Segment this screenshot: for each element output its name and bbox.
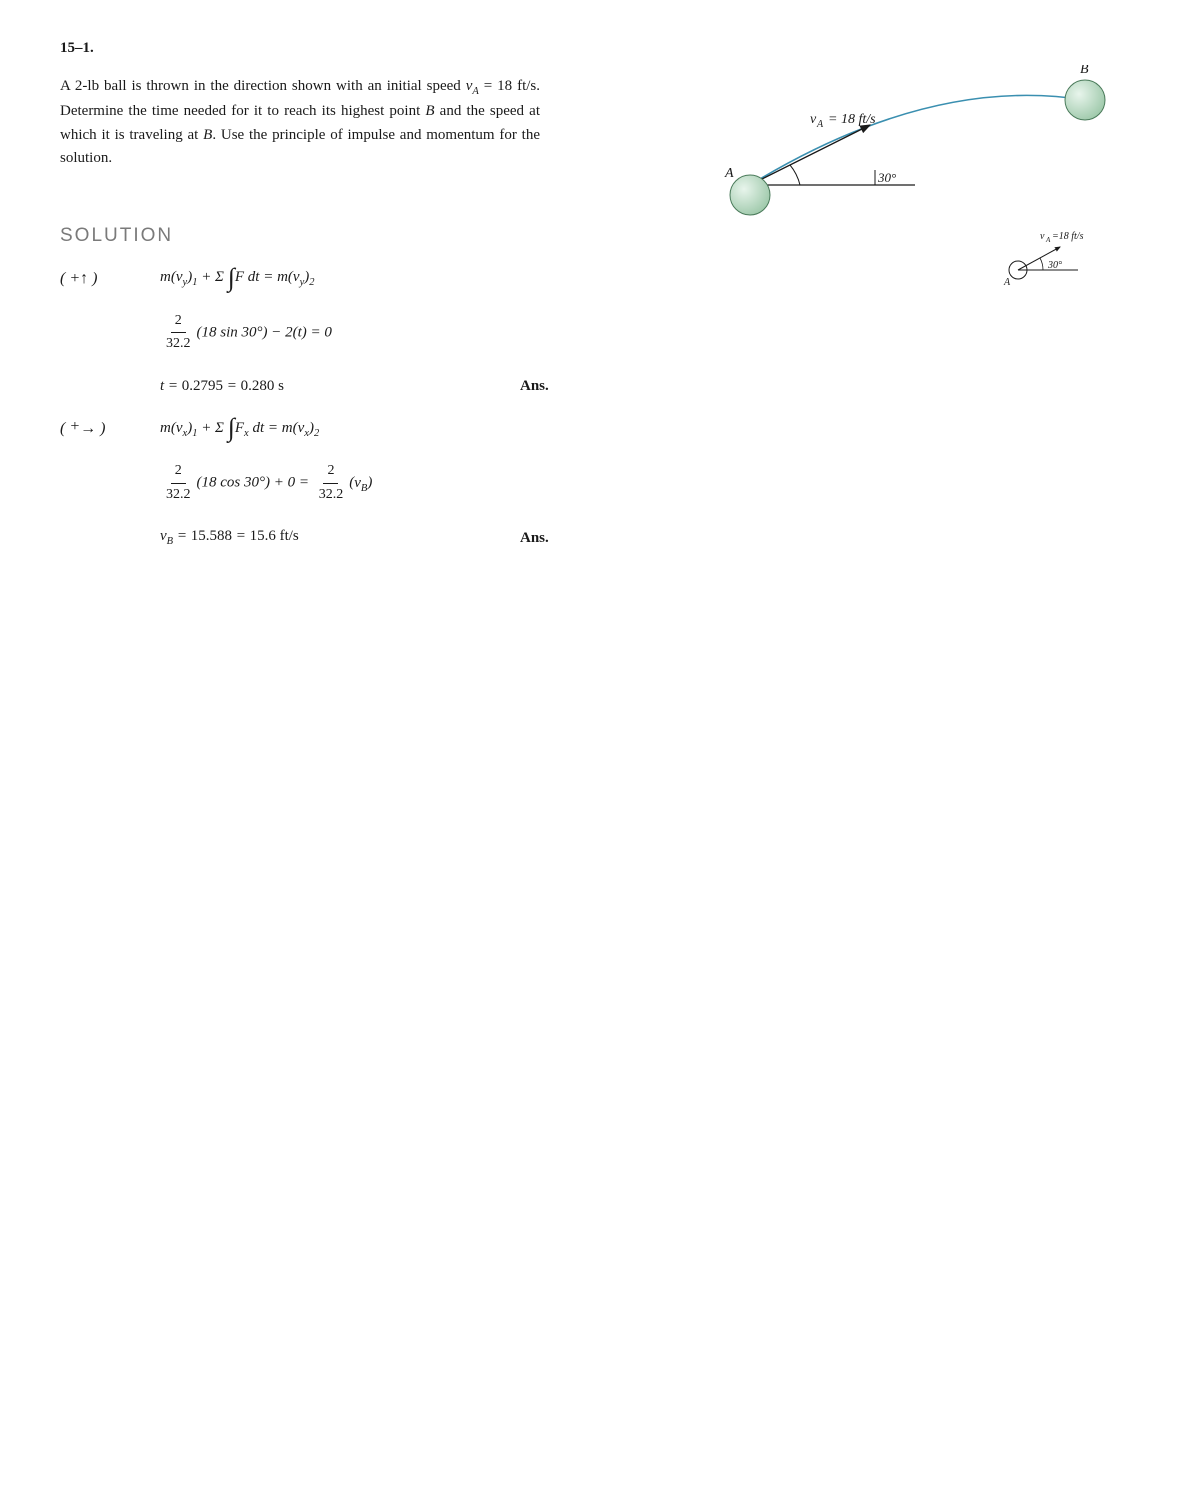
sign-convention: ( +↑ ) [60, 266, 160, 292]
svg-text:30°: 30° [1047, 260, 1062, 271]
answer-marker: Ans. [520, 526, 620, 550]
small-diagram: A 30° v A =18 ft/s [1000, 225, 1120, 295]
svg-text:v: v [810, 112, 817, 127]
trajectory-diagram: A B v A = 18 ft/s 30° [720, 65, 1120, 225]
solution-row: ( +→ ) m(vx)1 + Σ ∫Fx dt = m(vx)2 [60, 416, 1140, 443]
equation: vB = 15.588 = 15.6 ft/s [160, 524, 520, 551]
svg-text:30°: 30° [877, 170, 896, 185]
solution-row: ( +↑ ) m(vy)1 + Σ ∫F dt = m(vy)2 [60, 265, 1140, 292]
solution-header: SOLUTION [60, 225, 1140, 247]
svg-text:v: v [1040, 231, 1045, 242]
equation: m(vy)1 + Σ ∫F dt = m(vy)2 [160, 265, 520, 292]
solution-row: 232.2(18 sin 30°) − 2(t) = 0 [60, 310, 1140, 356]
solution-row: t = 0.2795 = 0.280 s Ans. [60, 374, 1140, 398]
problem-statement: A 2-lb ball is thrown in the direction s… [60, 75, 540, 170]
solution-row: vB = 15.588 = 15.6 ft/s Ans. [60, 524, 1140, 551]
svg-text:A: A [1003, 277, 1011, 288]
problem-number: 15–1. [60, 40, 1140, 57]
equation: 232.2(18 cos 30°) + 0 = 232.2(vB) [160, 460, 520, 506]
equation: m(vx)1 + Σ ∫Fx dt = m(vx)2 [160, 416, 520, 443]
solution-row: 232.2(18 cos 30°) + 0 = 232.2(vB) [60, 460, 1140, 506]
sign-convention: ( +→ ) [60, 416, 160, 442]
svg-text:= 18 ft/s: = 18 ft/s [828, 112, 876, 127]
svg-text:B: B [1080, 65, 1089, 77]
equation: 232.2(18 sin 30°) − 2(t) = 0 [160, 310, 520, 356]
answer-marker: Ans. [520, 374, 620, 398]
svg-text:A: A [1045, 236, 1051, 244]
solution-body: ( +↑ ) m(vy)1 + Σ ∫F dt = m(vy)2 232.2(1… [60, 265, 1140, 551]
svg-text:=18 ft/s: =18 ft/s [1052, 231, 1084, 242]
equation: t = 0.2795 = 0.280 s [160, 374, 520, 398]
svg-text:A: A [724, 166, 734, 181]
svg-text:A: A [816, 119, 824, 130]
